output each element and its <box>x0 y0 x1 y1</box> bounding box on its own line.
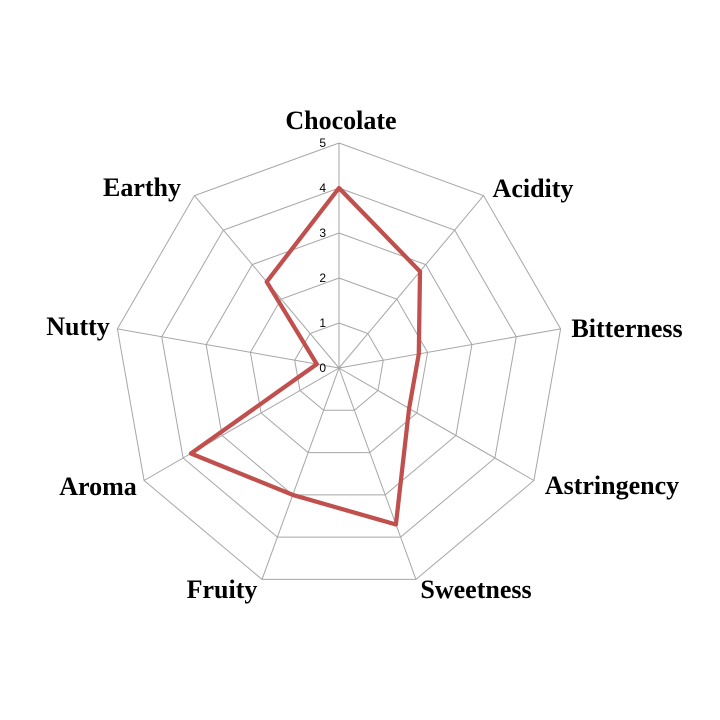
grid-spoke <box>117 328 340 369</box>
category-label-sweetness: Sweetness <box>420 575 531 604</box>
grid-spoke <box>338 367 417 580</box>
series-line <box>188 185 423 527</box>
grid-ring <box>294 322 384 411</box>
grid-spoke <box>143 367 340 481</box>
grid-spoke <box>338 195 484 369</box>
grid-spoke <box>338 367 535 481</box>
radial-tick-label: 3 <box>319 226 326 240</box>
grid-spoke <box>338 328 561 369</box>
grid-ring <box>249 277 429 454</box>
category-label-nutty: Nutty <box>46 312 110 341</box>
grid-ring <box>116 142 562 580</box>
category-label-chocolate: Chocolate <box>285 106 396 135</box>
category-label-acidity: Acidity <box>493 174 574 203</box>
radial-tick-label: 4 <box>319 181 326 195</box>
category-label-aroma: Aroma <box>59 472 137 501</box>
grid-ring <box>161 187 517 538</box>
category-label-astringency: Astringency <box>545 471 679 500</box>
grid-ring <box>205 232 473 496</box>
radial-tick-label: 5 <box>319 136 326 150</box>
grid-spoke <box>261 367 340 580</box>
radial-tick-label: 2 <box>319 271 326 285</box>
category-label-bitterness: Bitterness <box>571 314 682 343</box>
radial-tick-label: 1 <box>319 316 326 330</box>
category-label-fruity: Fruity <box>187 575 258 604</box>
category-label-earthy: Earthy <box>103 173 181 202</box>
radial-tick-label: 0 <box>319 361 326 375</box>
